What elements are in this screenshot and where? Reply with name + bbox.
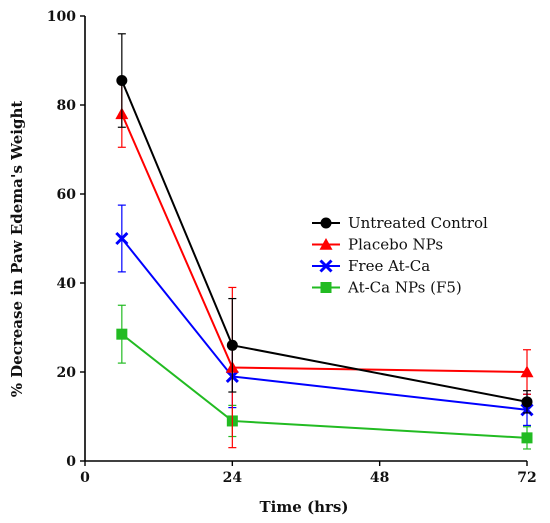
y-tick-label: 100 xyxy=(47,9,76,25)
data-point xyxy=(115,231,129,246)
series-layer xyxy=(115,33,534,450)
legend-marker xyxy=(319,259,333,273)
x-tick-label: 24 xyxy=(223,470,243,486)
series-at-ca-nps-f5 xyxy=(116,304,533,450)
legend-marker xyxy=(320,282,332,293)
data-point xyxy=(520,365,534,378)
y-tick-label: 60 xyxy=(57,187,77,203)
data-point xyxy=(521,396,533,408)
legend-label: At-Ca NPs (F5) xyxy=(347,279,462,297)
ticks: 0 20 40 60 80 100 0 24 48 72 xyxy=(47,9,537,486)
legend: Untreated Control Placebo NPs Free At-Ca At… xyxy=(312,214,488,297)
legend-item: Free At-Ca xyxy=(312,257,430,275)
data-point xyxy=(226,339,238,351)
x-tick-label: 0 xyxy=(80,470,90,486)
legend-label: Untreated Control xyxy=(348,214,488,232)
y-axis-title: % Decrease in Paw Edema's Weight xyxy=(8,101,26,398)
legend-label: Placebo NPs xyxy=(348,236,443,254)
y-tick-label: 80 xyxy=(57,98,77,114)
x-tick-label: 48 xyxy=(370,470,389,486)
legend-marker xyxy=(320,217,332,229)
x-axis-title: Time (hrs) xyxy=(260,498,349,516)
legend-marker xyxy=(319,238,333,250)
y-tick-label: 20 xyxy=(57,365,77,381)
legend-item: Untreated Control xyxy=(312,214,488,232)
y-tick-label: 40 xyxy=(57,276,77,292)
legend-label: Free At-Ca xyxy=(348,257,430,275)
legend-item: At-Ca NPs (F5) xyxy=(312,279,462,297)
series-untreated-control xyxy=(116,33,533,414)
x-tick-label: 72 xyxy=(517,470,536,486)
y-tick-label: 0 xyxy=(66,454,76,470)
axes xyxy=(84,16,527,462)
legend-item: Placebo NPs xyxy=(312,236,443,254)
data-point xyxy=(116,328,128,340)
data-point xyxy=(116,75,128,87)
data-point xyxy=(521,432,533,444)
series-free-at-ca xyxy=(115,204,534,426)
